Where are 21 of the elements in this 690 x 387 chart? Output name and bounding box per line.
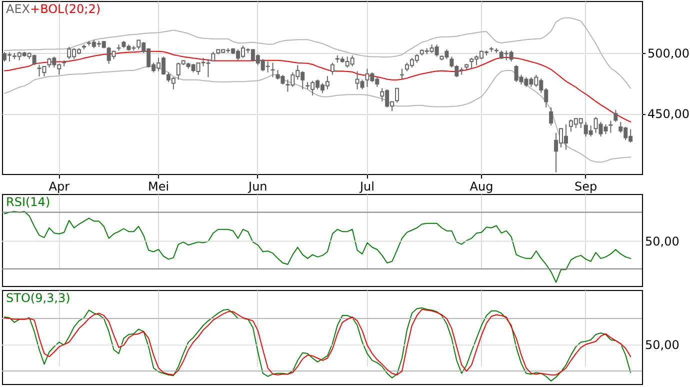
text: 50,00 (645, 338, 680, 352)
candlestick (549, 106, 554, 126)
x-tick-label: Apr (48, 180, 70, 194)
text: 50,00 (645, 234, 680, 248)
candlestick (614, 109, 618, 122)
y-tick-label: 500,00 (648, 46, 690, 61)
candlestick (330, 62, 334, 76)
x-tick-label: Sep (574, 180, 598, 194)
series-label: RSI(14) (6, 195, 50, 209)
candlestick (270, 62, 275, 78)
series-label: STO(9,3,3) (6, 291, 70, 305)
line-series (4, 17, 632, 89)
y-tick-label: 450,00 (648, 107, 690, 122)
x-tick-label: Aug (470, 180, 494, 194)
candlestick (400, 68, 404, 80)
x-tick-label: Jun (248, 180, 268, 194)
x-tick-label: Mei (148, 180, 170, 194)
candlestick (395, 88, 400, 104)
x-tick-label: Jul (358, 180, 374, 194)
text: AEX (6, 2, 30, 16)
text: +BOL(20;2) (30, 2, 101, 16)
